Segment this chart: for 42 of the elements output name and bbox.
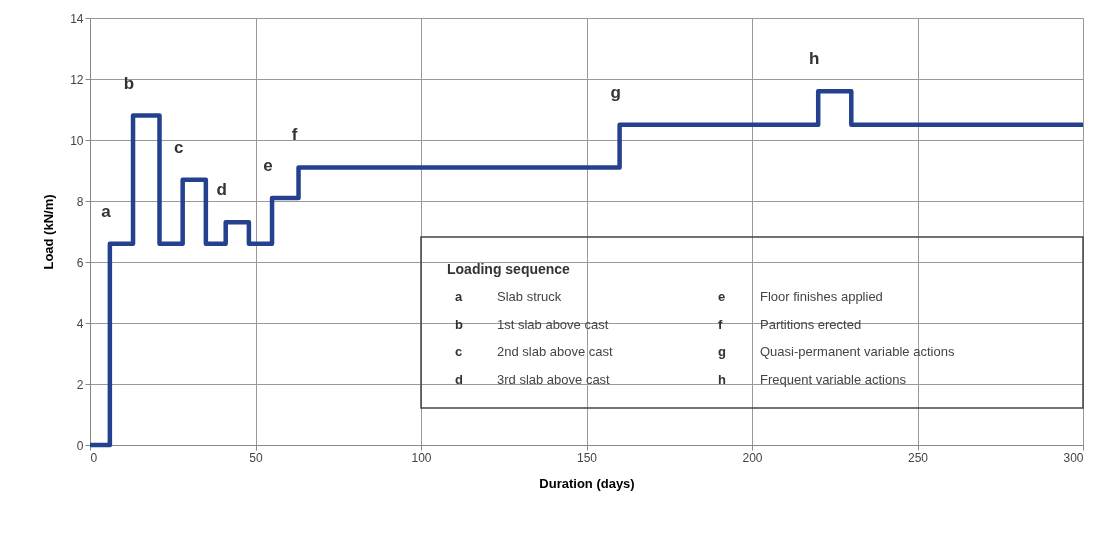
- annotation: f: [291, 125, 298, 145]
- x-axis-title: Duration (days): [539, 475, 635, 491]
- annotation: Partitions erected: [760, 316, 862, 332]
- y-tick-label: 0: [76, 438, 84, 453]
- annotation: f: [718, 316, 723, 332]
- annotation: a: [455, 289, 463, 304]
- x-tick-label: 200: [742, 450, 763, 465]
- annotation: e: [718, 289, 726, 304]
- annotation: Quasi-permanent variable actions: [760, 344, 955, 360]
- y-tick-label: 2: [76, 377, 84, 392]
- annotation: h: [718, 372, 726, 388]
- x-tick-label: 50: [249, 450, 263, 465]
- annotation: a: [101, 201, 112, 221]
- x-tick-label: 150: [576, 450, 598, 465]
- annotation: g: [610, 82, 621, 102]
- x-tick-label: 300: [1063, 450, 1084, 465]
- annotation: Frequent variable actions: [760, 372, 907, 388]
- annotation: Loading sequence: [447, 261, 571, 277]
- y-axis-title: Load (kN/m): [41, 194, 57, 270]
- annotation: 3rd slab above cast: [497, 372, 611, 388]
- annotation: d: [455, 372, 463, 388]
- y-tick-label: 14: [70, 11, 84, 26]
- annotation: e: [263, 155, 273, 175]
- annotation: h: [809, 49, 820, 69]
- annotation: c: [455, 344, 463, 360]
- annotation: 2nd slab above cast: [497, 344, 614, 360]
- annotation: b: [455, 316, 463, 332]
- annotation: 1st slab above cast: [497, 316, 609, 332]
- x-tick-label: 250: [907, 450, 929, 465]
- y-tick-label: 4: [76, 316, 84, 331]
- y-tick-label: 6: [76, 255, 84, 270]
- x-tick-label: 100: [411, 450, 432, 465]
- annotation: b: [123, 73, 135, 93]
- y-tick-label: 12: [70, 72, 84, 87]
- annotation: g: [718, 344, 726, 360]
- annotation: Floor finishes applied: [760, 289, 883, 304]
- y-tick-label: 8: [76, 194, 84, 209]
- annotation: Slab struck: [497, 289, 562, 304]
- y-tick-label: 10: [70, 133, 84, 148]
- annotation: d: [216, 180, 227, 200]
- annotation: c: [173, 137, 184, 157]
- x-tick-label: 0: [90, 450, 98, 465]
